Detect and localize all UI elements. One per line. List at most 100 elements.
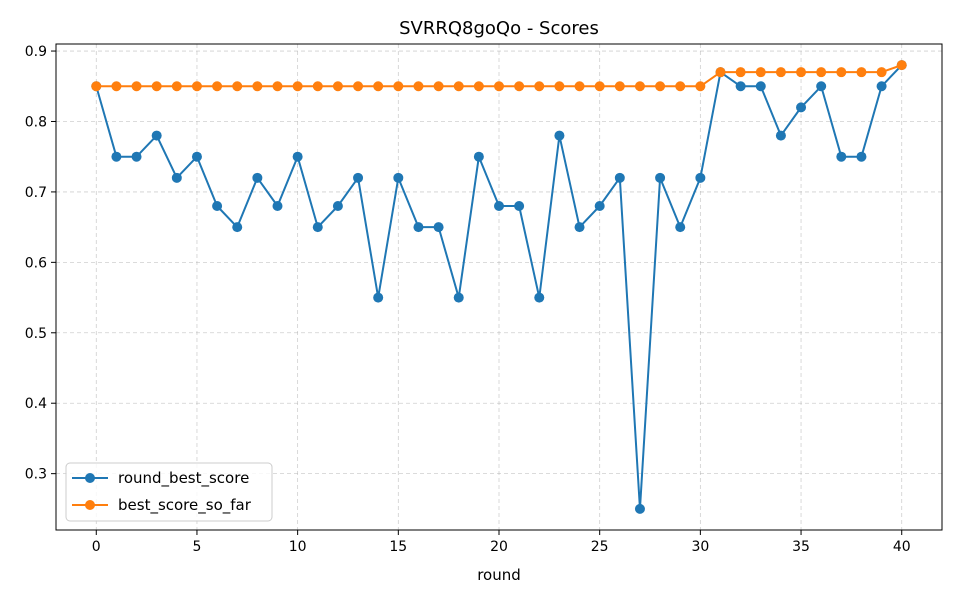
data-point-round_best_score	[594, 201, 605, 211]
data-point-round_best_score	[634, 503, 645, 514]
data-point-best_score_so_far	[494, 81, 504, 92]
data-point-round_best_score	[856, 151, 867, 162]
y-tick-label: 0.3	[25, 467, 47, 483]
data-point-best_score_so_far	[594, 81, 605, 92]
data-point-round_best_score	[373, 292, 384, 303]
legend-item-best_score_so_far: best_score_so_far	[72, 496, 252, 515]
data-point-best_score_so_far	[131, 81, 142, 92]
legend-swatch-marker	[85, 500, 95, 510]
data-point-best_score_so_far	[675, 81, 686, 92]
data-point-best_score_so_far	[836, 67, 847, 78]
data-point-best_score_so_far	[212, 81, 223, 92]
data-point-best_score_so_far	[574, 81, 585, 92]
data-point-best_score_so_far	[252, 81, 263, 92]
data-point-round_best_score	[534, 292, 545, 303]
data-point-best_score_so_far	[332, 81, 343, 92]
x-tick-label: 20	[490, 539, 508, 555]
legend-swatch-marker	[85, 473, 95, 483]
data-point-best_score_so_far	[232, 81, 243, 92]
legend-label: best_score_so_far	[118, 496, 252, 515]
data-point-round_best_score	[191, 151, 202, 162]
data-point-round_best_score	[433, 222, 444, 233]
data-point-round_best_score	[574, 222, 585, 233]
data-point-best_score_so_far	[896, 60, 907, 71]
data-point-best_score_so_far	[312, 81, 323, 92]
data-point-round_best_score	[655, 172, 666, 183]
data-point-round_best_score	[473, 151, 484, 162]
data-point-round_best_score	[212, 201, 223, 211]
y-tick-label: 0.8	[25, 114, 47, 130]
data-point-best_score_so_far	[534, 81, 545, 92]
legend-label: round_best_score	[118, 469, 249, 488]
data-point-best_score_so_far	[554, 81, 565, 92]
data-point-round_best_score	[131, 151, 142, 162]
y-tick-label: 0.6	[25, 255, 47, 271]
data-point-best_score_so_far	[655, 81, 666, 92]
data-point-best_score_so_far	[433, 81, 444, 92]
data-point-best_score_so_far	[715, 67, 726, 78]
data-point-round_best_score	[232, 222, 243, 233]
data-point-best_score_so_far	[91, 81, 102, 92]
data-point-round_best_score	[272, 201, 283, 211]
x-tick-label: 35	[792, 539, 810, 555]
data-point-round_best_score	[292, 151, 303, 162]
data-point-best_score_so_far	[413, 81, 424, 92]
data-point-round_best_score	[876, 81, 887, 92]
data-point-best_score_so_far	[735, 67, 746, 78]
data-point-best_score_so_far	[373, 81, 384, 92]
data-point-round_best_score	[332, 201, 343, 211]
data-point-best_score_so_far	[816, 67, 827, 78]
grid-layer	[56, 44, 942, 530]
data-point-round_best_score	[171, 172, 182, 183]
x-tick-label: 30	[691, 539, 709, 555]
data-point-round_best_score	[796, 102, 807, 113]
data-point-round_best_score	[413, 222, 424, 233]
data-point-round_best_score	[111, 151, 122, 162]
data-point-best_score_so_far	[514, 81, 525, 92]
y-tick-label: 0.7	[25, 185, 47, 201]
x-tick-label: 40	[893, 539, 911, 555]
data-point-round_best_score	[614, 172, 625, 183]
data-point-round_best_score	[453, 292, 464, 303]
series-layer	[91, 60, 907, 514]
data-point-round_best_score	[735, 81, 746, 92]
data-point-best_score_so_far	[473, 81, 484, 92]
data-point-best_score_so_far	[775, 67, 786, 78]
data-point-best_score_so_far	[393, 81, 404, 92]
x-tick-label: 25	[591, 539, 609, 555]
data-point-round_best_score	[816, 81, 827, 92]
data-point-round_best_score	[554, 130, 565, 141]
legend-box	[65, 462, 273, 522]
y-tick-label: 0.4	[25, 396, 47, 412]
data-point-round_best_score	[755, 81, 766, 92]
y-tick-label: 0.9	[25, 44, 47, 60]
data-point-best_score_so_far	[171, 81, 182, 92]
x-tick-label: 0	[92, 539, 101, 555]
data-point-round_best_score	[494, 201, 504, 211]
data-point-round_best_score	[393, 172, 404, 183]
ticks-layer: 0 5 10 15 20 25 30 35 40 0.3 0.4 0.5 0.6 0.7 0.8 0.9	[25, 44, 911, 555]
data-point-round_best_score	[695, 172, 706, 183]
data-point-best_score_so_far	[796, 67, 807, 78]
data-point-best_score_so_far	[453, 81, 464, 92]
data-point-best_score_so_far	[191, 81, 202, 92]
x-axis-label: round	[477, 566, 521, 584]
data-point-round_best_score	[675, 222, 686, 233]
data-point-best_score_so_far	[856, 67, 867, 78]
data-point-round_best_score	[151, 130, 162, 141]
chart-title: SVRRQ8goQo - Scores	[399, 18, 599, 39]
data-point-best_score_so_far	[695, 81, 706, 92]
legend-item-round_best_score: round_best_score	[72, 469, 249, 488]
data-point-best_score_so_far	[111, 81, 122, 92]
data-point-best_score_so_far	[755, 67, 766, 78]
data-point-best_score_so_far	[292, 81, 303, 92]
data-point-best_score_so_far	[151, 81, 162, 92]
data-point-best_score_so_far	[634, 81, 645, 92]
y-tick-label: 0.5	[25, 326, 47, 342]
data-point-best_score_so_far	[353, 81, 364, 92]
data-point-round_best_score	[514, 201, 525, 211]
data-point-round_best_score	[312, 222, 323, 233]
x-tick-label: 10	[289, 539, 307, 555]
series-best_score_so_far	[91, 60, 907, 92]
